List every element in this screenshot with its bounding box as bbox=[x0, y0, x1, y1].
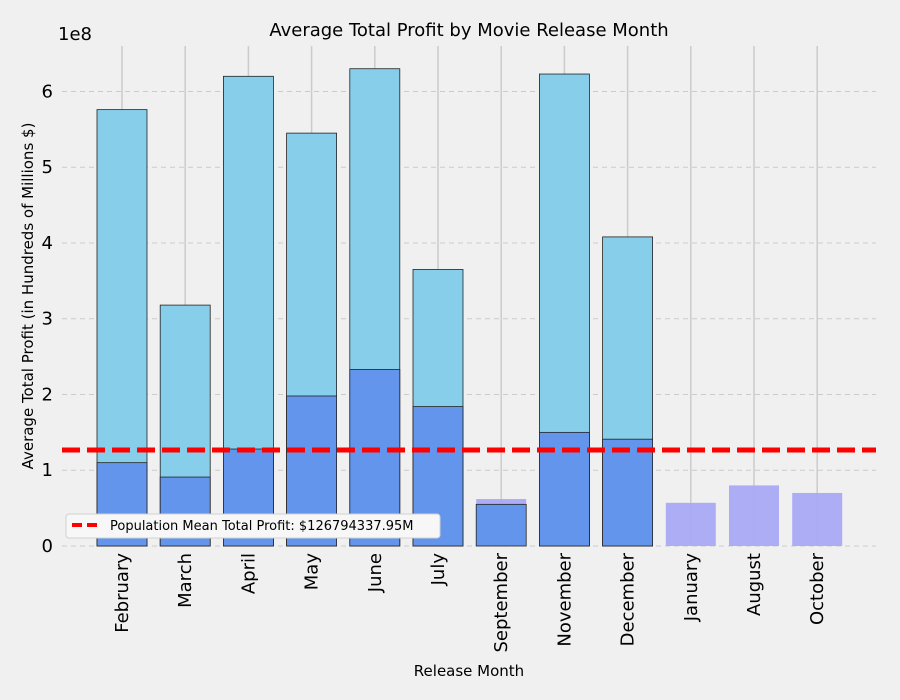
y-tick-label: 3 bbox=[42, 309, 53, 330]
bar-august bbox=[729, 485, 779, 546]
bars bbox=[96, 68, 843, 547]
x-tick-label: June bbox=[365, 553, 386, 593]
x-tick-label: December bbox=[618, 552, 639, 646]
y-tick-label: 4 bbox=[42, 233, 53, 254]
legend-box bbox=[65, 513, 441, 539]
x-tick-label: September bbox=[491, 552, 512, 652]
bar-overlay-december bbox=[602, 438, 653, 547]
y-offset-text: 1e8 bbox=[58, 24, 92, 45]
legend-label: Population Mean Total Profit: $126794337… bbox=[110, 519, 414, 534]
x-tick-label: November bbox=[554, 552, 575, 646]
x-tick-label: February bbox=[112, 553, 133, 633]
y-tick-label: 6 bbox=[42, 81, 53, 102]
y-tick-labels: 0 1 2 3 4 5 6 bbox=[42, 81, 53, 557]
x-axis-label: Release Month bbox=[414, 662, 524, 680]
chart-title: Average Total Profit by Movie Release Mo… bbox=[269, 20, 668, 41]
x-tick-label: October bbox=[807, 552, 828, 625]
bar-january bbox=[665, 502, 716, 546]
y-tick-label: 0 bbox=[42, 536, 53, 557]
y-tick-label: 2 bbox=[42, 384, 53, 405]
bar-october bbox=[792, 492, 843, 546]
x-tick-label: July bbox=[428, 553, 449, 587]
x-tick-label: January bbox=[681, 553, 702, 623]
bar-overlay-september bbox=[475, 503, 527, 547]
legend: Population Mean Total Profit: $126794337… bbox=[65, 513, 441, 539]
y-tick-label: 5 bbox=[42, 157, 53, 178]
x-tick-label: March bbox=[175, 553, 196, 608]
x-tick-labels: February March April May June July September No… bbox=[112, 552, 828, 652]
y-axis-label: Average Total Profit (in Hundreds of Mil… bbox=[19, 123, 37, 470]
x-tick-label: April bbox=[238, 553, 259, 594]
x-tick-label: August bbox=[744, 553, 765, 616]
y-tick-label: 1 bbox=[42, 460, 53, 481]
x-tick-label: May bbox=[302, 553, 323, 591]
